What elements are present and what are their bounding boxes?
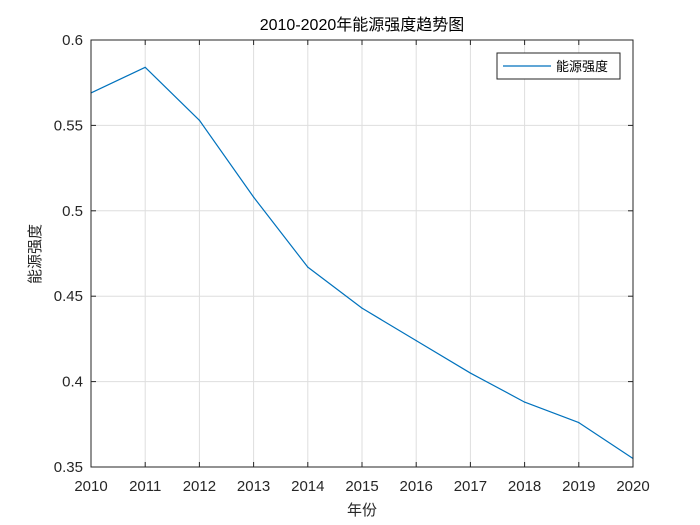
legend-label: 能源强度 <box>556 59 608 75</box>
x-tick-label: 2013 <box>237 478 270 495</box>
x-axis-title: 年份 <box>347 501 377 519</box>
x-tick-label: 2015 <box>345 478 378 495</box>
data-point <box>469 372 471 374</box>
x-tick-label: 2017 <box>454 478 487 495</box>
y-tick-label: 0.4 <box>62 374 83 391</box>
y-tick-label: 0.35 <box>54 459 83 476</box>
x-tick-label: 2012 <box>183 478 216 495</box>
data-point <box>524 401 526 403</box>
x-tick-label: 2018 <box>508 478 541 495</box>
data-point <box>307 266 309 268</box>
x-tick-label: 2014 <box>291 478 324 495</box>
tick-marks <box>90 39 634 468</box>
y-tick-labels: 0.35 0.4 0.45 0.5 0.55 0.6 <box>54 32 83 476</box>
x-tick-label: 2010 <box>74 478 107 495</box>
x-tick-label: 2019 <box>562 478 595 495</box>
data-point <box>144 66 146 68</box>
data-point <box>415 340 417 342</box>
x-tick-labels: 2010 2011 2012 2013 2014 2015 2016 2017 2018 2019… <box>74 478 649 495</box>
x-tick-label: 2011 <box>129 478 161 495</box>
x-tick-label: 2020 <box>616 478 649 495</box>
data-point <box>578 421 580 424</box>
y-tick-label: 0.6 <box>62 32 83 49</box>
legend: 能源强度 <box>496 52 621 80</box>
y-tick-label: 0.45 <box>54 288 83 305</box>
y-axis-title: 能源强度 <box>26 224 44 284</box>
y-tick-label: 0.55 <box>54 117 83 134</box>
x-tick-label: 2016 <box>400 478 433 495</box>
y-tick-label: 0.5 <box>62 203 83 220</box>
data-point <box>361 307 363 309</box>
data-point <box>253 196 255 198</box>
chart-title: 2010-2020年能源强度趋势图 <box>260 16 465 34</box>
data-point <box>198 119 200 121</box>
